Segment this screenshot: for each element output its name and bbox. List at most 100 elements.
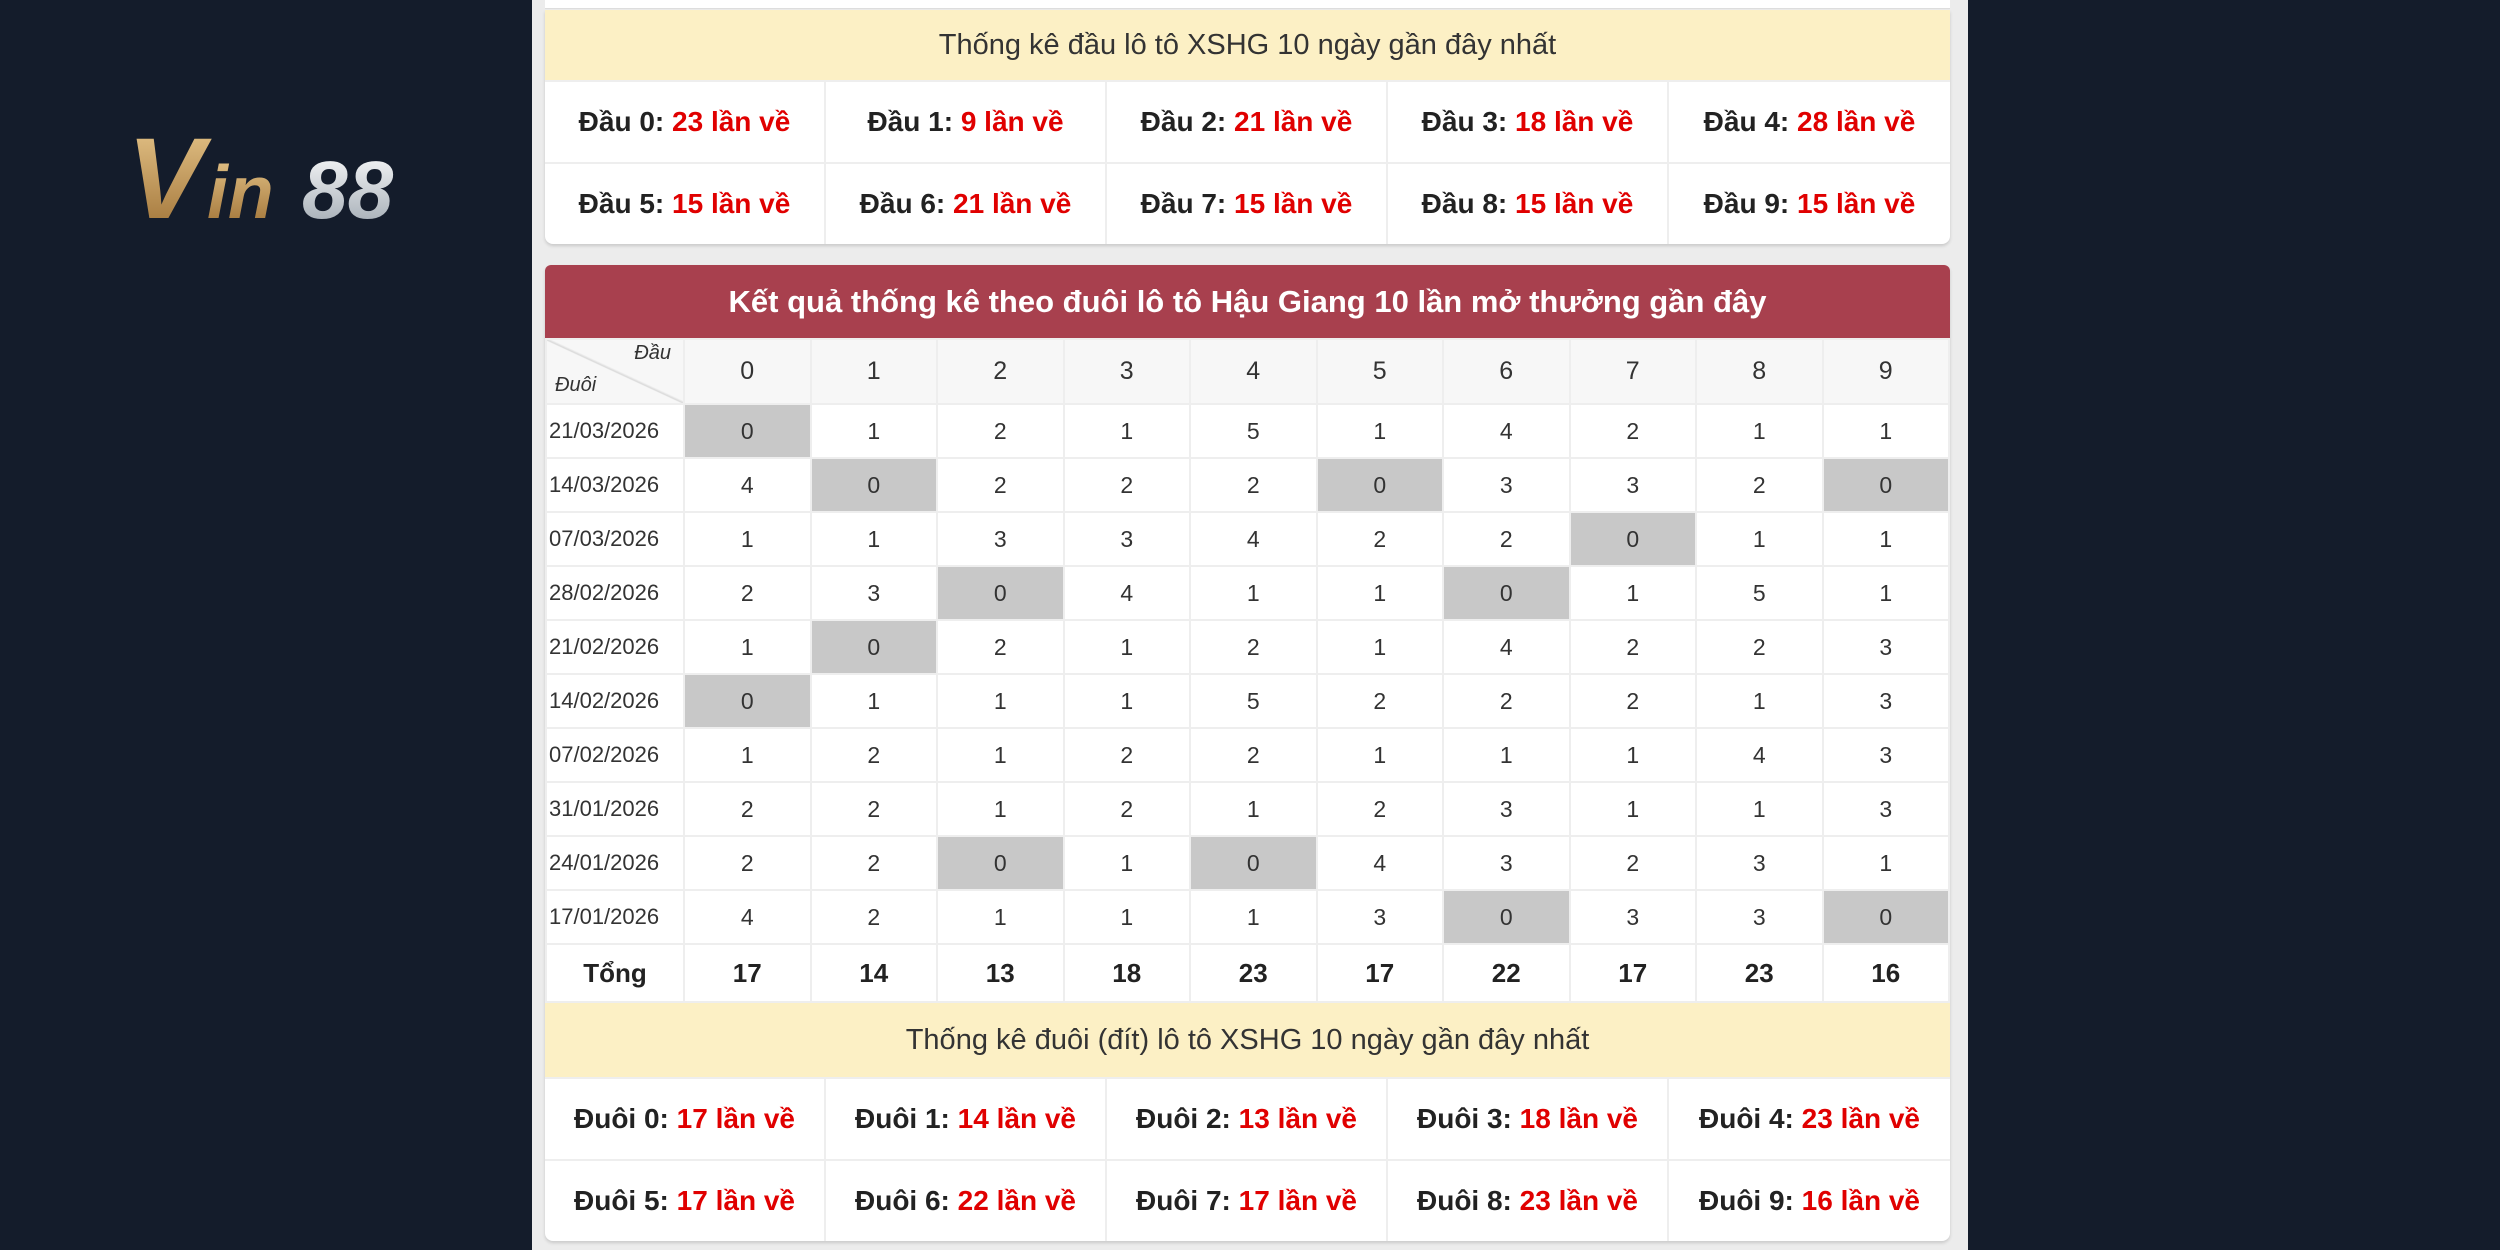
count-cell: 2 [1568, 835, 1697, 891]
dau-summary-item: Đầu 8: 15 lần về [1388, 162, 1669, 244]
table-row: 31/01/2026 2 2 1 2 1 2 3 1 1 3 [545, 781, 1950, 837]
total-cell: 23 [1695, 943, 1824, 1003]
count-cell: 2 [1062, 727, 1191, 783]
count-cell: 2 [1315, 511, 1444, 567]
count-cell: 1 [936, 727, 1065, 783]
row-date: 07/03/2026 [545, 511, 685, 567]
count-cell: 2 [1568, 673, 1697, 729]
dau-summary-item: Đầu 6: 21 lần về [826, 162, 1107, 244]
duoi-summary-label: Đuôi 1: [855, 1103, 950, 1134]
count-cell: 3 [1062, 511, 1191, 567]
corner-dau-label: Đầu [634, 342, 671, 364]
table-row: 17/01/2026 4 2 1 1 1 3 0 3 3 0 [545, 889, 1950, 945]
count-cell: 1 [1568, 727, 1697, 783]
duoi-summary-item: Đuôi 8: 23 lần về [1388, 1159, 1669, 1241]
total-cell: 16 [1821, 943, 1950, 1003]
count-cell: 1 [1189, 889, 1318, 945]
svg-text:in: in [207, 150, 274, 228]
dau-summary-count: 28 lần về [1797, 106, 1916, 137]
table-row: 07/02/2026 1 2 1 2 2 1 1 1 4 3 [545, 727, 1950, 783]
count-cell: 1 [936, 889, 1065, 945]
duoi-summary-item: Đuôi 0: 17 lần về [545, 1077, 826, 1159]
row-date: 21/02/2026 [545, 619, 685, 675]
row-date: 14/02/2026 [545, 673, 685, 729]
count-cell: 5 [1695, 565, 1824, 621]
duoi-summary-item: Đuôi 7: 17 lần về [1107, 1159, 1388, 1241]
count-cell: 4 [1695, 727, 1824, 783]
column-header: 4 [1189, 338, 1318, 405]
duoi-summary-item: Đuôi 1: 14 lần về [826, 1077, 1107, 1159]
duoi-summary-count: 18 lần về [1519, 1103, 1638, 1134]
dau-summary-item: Đầu 1: 9 lần về [826, 80, 1107, 162]
count-cell: 1 [809, 403, 938, 459]
count-cell: 2 [683, 835, 812, 891]
duoi-summary-label: Đuôi 6: [855, 1185, 950, 1216]
dau-summary-label: Đầu 4: [1703, 106, 1790, 137]
total-cell: 17 [1568, 943, 1697, 1003]
total-cell: 18 [1062, 943, 1191, 1003]
duoi-summary-item: Đuôi 6: 22 lần về [826, 1159, 1107, 1241]
duoi-summary-label: Đuôi 3: [1417, 1103, 1512, 1134]
duoi-summary-title: Thống kê đuôi (đít) lô tô XSHG 10 ngày g… [545, 1003, 1950, 1077]
count-cell: 3 [1695, 835, 1824, 891]
count-cell: 1 [683, 511, 812, 567]
count-cell: 1 [1315, 619, 1444, 675]
dau-summary-count: 15 lần về [1515, 188, 1634, 219]
count-cell: 2 [1315, 781, 1444, 837]
total-row: Tổng 17 14 13 18 23 17 22 17 23 16 [545, 943, 1950, 1003]
count-cell: 2 [683, 781, 812, 837]
count-cell: 3 [1821, 619, 1950, 675]
row-date: 31/01/2026 [545, 781, 685, 837]
row-date: 14/03/2026 [545, 457, 685, 513]
total-cell: 22 [1442, 943, 1571, 1003]
duoi-table-title: Kết quả thống kê theo đuôi lô tô Hậu Gia… [545, 265, 1950, 338]
count-cell: 1 [1062, 835, 1191, 891]
dau-summary-label: Đầu 2: [1140, 106, 1227, 137]
dau-summary-grid: Đầu 0: 23 lần về Đầu 1: 9 lần về Đầu 2: 21… [545, 80, 1950, 244]
count-cell: 2 [809, 835, 938, 891]
count-cell: 0 [1568, 511, 1697, 567]
row-date: 17/01/2026 [545, 889, 685, 945]
dau-summary-label: Đầu 9: [1703, 188, 1790, 219]
total-cell: 17 [1315, 943, 1444, 1003]
count-cell: 1 [1315, 403, 1444, 459]
count-cell: 1 [1568, 565, 1697, 621]
count-cell: 2 [1062, 457, 1191, 513]
column-header: 1 [809, 338, 938, 405]
count-cell: 3 [1568, 889, 1697, 945]
duoi-summary-label: Đuôi 8: [1417, 1185, 1512, 1216]
count-cell: 3 [1442, 835, 1571, 891]
count-cell: 1 [1442, 727, 1571, 783]
dau-summary-label: Đầu 3: [1421, 106, 1508, 137]
column-header: 2 [936, 338, 1065, 405]
dau-summary-label: Đầu 5: [578, 188, 665, 219]
count-cell: 2 [1695, 619, 1824, 675]
column-header: 9 [1821, 338, 1950, 405]
column-header: 8 [1695, 338, 1824, 405]
row-date: 24/01/2026 [545, 835, 685, 891]
dau-summary-label: Đầu 8: [1421, 188, 1508, 219]
count-cell: 3 [1695, 889, 1824, 945]
count-cell: 1 [1821, 511, 1950, 567]
count-cell: 1 [1821, 565, 1950, 621]
dau-summary-count: 15 lần về [672, 188, 791, 219]
duoi-summary-count: 17 lần về [1238, 1185, 1357, 1216]
dau-summary-count: 23 lần về [672, 106, 791, 137]
svg-text:V: V [127, 118, 212, 228]
count-cell: 2 [1189, 727, 1318, 783]
dau-summary-count: 21 lần về [953, 188, 1072, 219]
dau-summary-label: Đầu 7: [1140, 188, 1227, 219]
count-cell: 0 [809, 619, 938, 675]
count-cell: 2 [936, 619, 1065, 675]
vin88-logo: V in 88 [122, 115, 482, 243]
dau-summary-count: 15 lần về [1797, 188, 1916, 219]
previous-table-edge [545, 0, 1950, 9]
count-cell: 3 [936, 511, 1065, 567]
duoi-summary-count: 16 lần về [1801, 1185, 1920, 1216]
dau-summary-count: 21 lần về [1234, 106, 1353, 137]
count-cell: 1 [1568, 781, 1697, 837]
count-cell: 2 [936, 403, 1065, 459]
dau-summary-item: Đầu 2: 21 lần về [1107, 80, 1388, 162]
count-cell: 2 [683, 565, 812, 621]
duoi-summary-label: Đuôi 7: [1136, 1185, 1231, 1216]
